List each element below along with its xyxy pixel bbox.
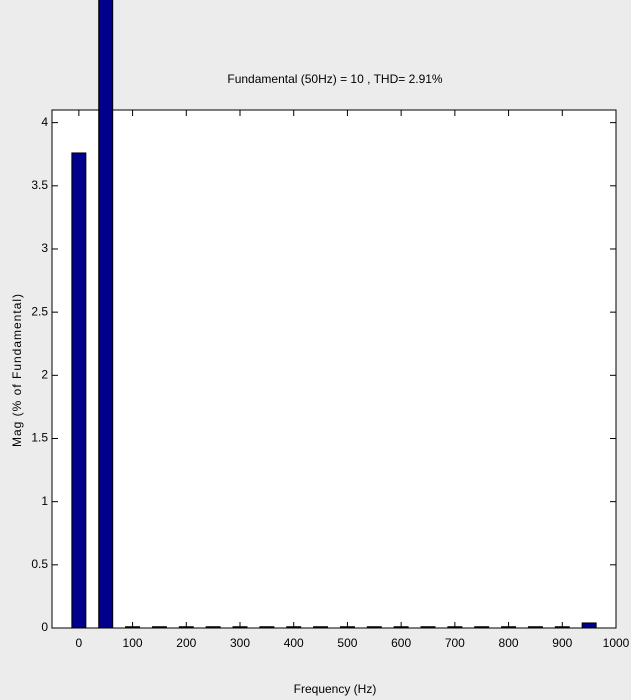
bar — [527, 626, 543, 629]
y-axis-label: Mag (% of Fundamental) — [10, 293, 24, 447]
x-tick-label: 400 — [284, 636, 304, 650]
bar — [581, 622, 597, 629]
y-tick-label: 1 — [41, 494, 48, 508]
bar — [447, 626, 463, 629]
bar — [151, 626, 167, 629]
x-tick-label: 900 — [552, 636, 572, 650]
x-axis-label: Frequency (Hz) — [294, 682, 377, 696]
bar — [125, 626, 141, 629]
bar — [474, 626, 490, 629]
bar — [71, 152, 87, 629]
x-tick-label: 600 — [391, 636, 411, 650]
bar — [313, 626, 329, 629]
y-tick-label: 3.5 — [31, 178, 48, 192]
x-tick-label: 800 — [499, 636, 519, 650]
x-tick-label: 1000 — [603, 636, 630, 650]
y-tick-label: 0 — [41, 620, 48, 634]
bar — [232, 626, 248, 629]
bar — [366, 626, 382, 629]
bar — [98, 0, 114, 629]
bar — [178, 626, 194, 629]
y-tick-label: 3 — [41, 241, 48, 255]
bar — [339, 626, 355, 629]
x-tick-label: 100 — [123, 636, 143, 650]
y-tick-label: 2.5 — [31, 304, 48, 318]
bar — [286, 626, 302, 629]
x-tick-label: 500 — [337, 636, 357, 650]
bar — [393, 626, 409, 629]
y-tick-label: 2 — [41, 367, 48, 381]
x-tick-label: 300 — [230, 636, 250, 650]
bar — [554, 626, 570, 629]
bar — [420, 626, 436, 629]
y-tick-label: 1.5 — [31, 431, 48, 445]
plot-area — [51, 109, 617, 629]
y-tick-label: 4 — [41, 115, 48, 129]
bar — [205, 626, 221, 629]
chart-title: Fundamental (50Hz) = 10 , THD= 2.91% — [227, 72, 443, 86]
bar — [259, 626, 275, 629]
x-tick-label: 200 — [176, 636, 196, 650]
x-tick-label: 0 — [76, 636, 83, 650]
y-tick-label: 0.5 — [31, 557, 48, 571]
x-tick-label: 700 — [445, 636, 465, 650]
bar — [501, 626, 517, 629]
